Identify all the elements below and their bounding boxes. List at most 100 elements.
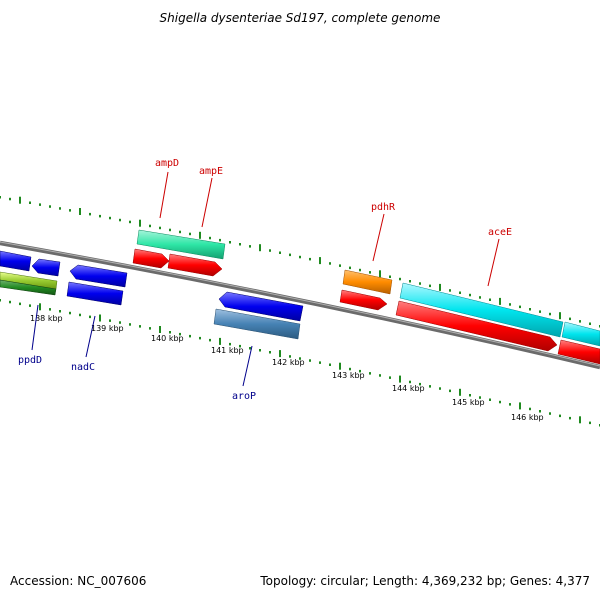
outer-track-dot	[399, 277, 401, 281]
gene-left-edge-feature-2[interactable]	[31, 258, 61, 277]
gene-label-ppdD[interactable]: ppdD	[18, 355, 42, 366]
outer-track-dot	[549, 312, 551, 316]
outer-track-major-tick	[199, 231, 201, 239]
gene-nadC-operon-bar[interactable]	[66, 281, 124, 306]
inner-track-dot	[449, 389, 451, 393]
gene-left-edge-feature[interactable]	[0, 250, 32, 272]
outer-track-major-tick	[559, 312, 561, 320]
outer-track-dot	[149, 224, 151, 228]
outer-track-dot	[479, 296, 481, 299]
outer-track-dot	[529, 308, 531, 311]
outer-track-dot	[469, 293, 471, 297]
outer-track-dot	[299, 255, 301, 259]
inner-track-major-tick	[159, 326, 161, 333]
outer-track-dot	[359, 268, 361, 272]
outer-track-dot	[169, 228, 171, 232]
gene-ampD-operon-arrow[interactable]	[132, 248, 170, 269]
inner-track-dot	[509, 403, 511, 406]
inner-track-dot	[359, 369, 361, 373]
inner-track-major-tick	[279, 350, 281, 358]
inner-track-dot	[119, 321, 121, 324]
gene-pdhR-feature[interactable]	[342, 269, 393, 295]
leader-aceE	[487, 238, 500, 287]
gene-nadC-feature[interactable]	[69, 264, 128, 288]
inner-track-dot	[309, 359, 311, 362]
outer-track-dot	[589, 322, 591, 325]
outer-track-major-tick	[319, 257, 321, 265]
inner-track-dot	[209, 338, 211, 342]
gene-label-ampE[interactable]: ampE	[199, 166, 223, 177]
inner-track-dot	[29, 304, 31, 307]
outer-track-major-tick	[259, 244, 261, 252]
outer-track-dot	[179, 230, 181, 234]
inner-track-dot	[79, 313, 81, 317]
gene-ampE-feature[interactable]	[167, 253, 223, 277]
inner-track-dot	[529, 407, 531, 411]
tick-label-143: 143 kbp	[332, 371, 365, 380]
inner-track-dot	[539, 410, 541, 413]
gene-aceE-feature[interactable]	[399, 282, 564, 338]
genome-backbone-highlight	[0, 241, 600, 367]
inner-track-dot	[0, 299, 1, 302]
outer-track-dot	[159, 226, 161, 230]
gene-aceF-operon-arrow[interactable]	[557, 339, 600, 365]
inner-track-dot	[379, 374, 381, 377]
tick-label-141: 141 kbp	[211, 346, 244, 355]
inner-track-dot	[549, 412, 551, 415]
outer-track-dot	[429, 284, 431, 288]
inner-track-dot	[19, 302, 21, 306]
outer-track-dot	[509, 303, 511, 306]
gene-labels: ampD ampE pdhR aceE ppdD nadC aroP	[18, 158, 512, 402]
inner-track-dot	[489, 398, 491, 401]
gene-aroP-feature[interactable]	[218, 291, 304, 322]
gene-label-pdhR[interactable]: pdhR	[371, 202, 396, 213]
kbp-tick-labels: 138 kbp 139 kbp 140 kbp 141 kbp 142 kbp …	[30, 314, 544, 422]
inner-track-dot	[129, 323, 131, 326]
outer-track-major-tick	[139, 219, 141, 227]
leader-ampE	[201, 177, 213, 228]
outer-track-dot	[389, 275, 391, 278]
leader-ampD	[159, 171, 169, 219]
outer-track-dot	[409, 280, 411, 283]
inner-track-dot	[229, 342, 231, 346]
inner-track-major-tick	[99, 314, 101, 322]
outer-track-dot	[519, 305, 521, 309]
gene-ampD-feature[interactable]	[136, 229, 226, 260]
inner-track-dot	[499, 400, 501, 404]
tick-label-138: 138 kbp	[30, 314, 63, 323]
inner-track-dot	[249, 347, 251, 350]
outer-track-dot	[419, 282, 421, 285]
gene-label-aceE[interactable]: aceE	[488, 227, 512, 238]
inner-track-dot	[469, 394, 471, 397]
gene-label-nadC[interactable]: nadC	[71, 362, 95, 373]
gene-label-ampD[interactable]: ampD	[155, 158, 179, 169]
inner-track-dot	[429, 385, 431, 388]
inner-track-dot	[89, 315, 91, 319]
gene-aceF-feature[interactable]	[561, 321, 600, 347]
map-title: Shigella dysenteriae Sd197, complete gen…	[160, 11, 441, 25]
inner-track-major-tick	[339, 362, 341, 370]
outer-track-major-tick	[439, 283, 441, 291]
inner-track-major-tick	[399, 375, 401, 383]
inner-track-dot	[419, 382, 421, 386]
inner-track-dot	[439, 387, 441, 390]
gene-aroP-operon-bar[interactable]	[213, 308, 301, 340]
outer-track-dot	[569, 317, 571, 321]
inner-track-major-tick	[519, 402, 521, 410]
inner-track-dot	[319, 361, 321, 364]
outer-dotted-track	[0, 196, 600, 328]
inner-track-dot	[559, 414, 561, 418]
inner-track-dot	[589, 421, 591, 425]
gene-label-aroP[interactable]: aroP	[232, 391, 256, 402]
outer-track-major-tick	[499, 297, 501, 305]
outer-track-dot	[239, 243, 241, 246]
outer-track-dot	[219, 238, 221, 242]
outer-track-dot	[449, 289, 451, 292]
gene-aceE-operon-arrow[interactable]	[395, 300, 558, 352]
gene-pdhR-operon-arrow[interactable]	[339, 289, 388, 311]
leader-ppdD	[31, 304, 39, 351]
gene-ppdD-operon-bar[interactable]	[0, 279, 57, 296]
inner-track-dot	[149, 327, 151, 330]
outer-track-dot	[349, 266, 351, 270]
inner-track-dot	[569, 416, 571, 420]
